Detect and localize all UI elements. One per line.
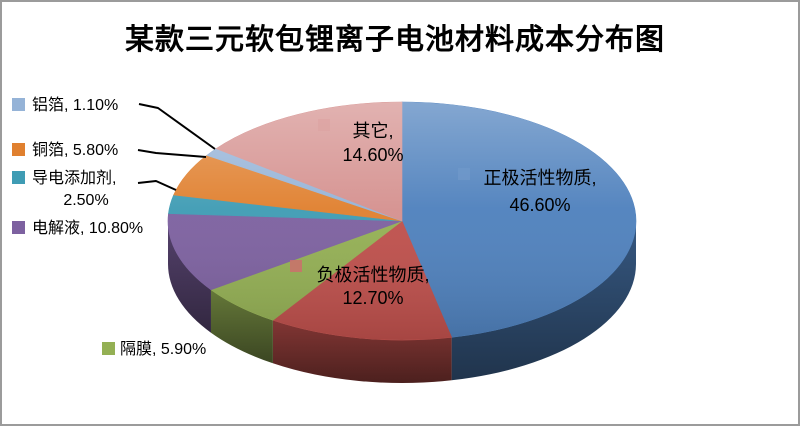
legend-key-separator [102, 342, 115, 355]
data-label-value-other: 14.60% [342, 145, 403, 165]
leader-line-copper-foil [137, 149, 207, 158]
leader-line-aluminum-foil [138, 103, 216, 150]
data-label-value-cathode-active-material: 46.60% [509, 195, 570, 215]
data-label-cathode-active-material: 正极活性物质, [483, 168, 596, 188]
legend-key-conductive-additive [12, 171, 25, 184]
data-label-separator: 隔膜, 5.90% [120, 340, 206, 358]
data-label-other: 其它, [352, 121, 393, 141]
legend-key-electrolyte [12, 221, 25, 234]
data-label-value-anode-active-material: 12.70% [342, 288, 403, 308]
leader-line-conductive-additive [137, 180, 177, 191]
data-label-electrolyte: 电解液, 10.80% [32, 219, 143, 237]
data-label-aluminum-foil: 铝箔, 1.10% [32, 96, 118, 114]
legend-key-other [318, 119, 330, 131]
data-label-value-conductive-additive: 2.50% [63, 192, 108, 209]
pie-wall-cathode-active-material [451, 221, 636, 381]
chart-title: 某款三元软包锂离子电池材料成本分布图 [124, 24, 665, 56]
legend-key-copper-foil [12, 143, 25, 156]
legend-key-aluminum-foil [12, 98, 25, 111]
data-label-copper-foil: 铜箔, 5.80% [32, 141, 118, 159]
legend-key-cathode-active-material [458, 168, 470, 180]
data-label-conductive-additive: 导电添加剂, [32, 169, 116, 187]
data-label-anode-active-material: 负极活性物质, [316, 265, 429, 285]
legend-key-anode-active-material [290, 260, 302, 272]
